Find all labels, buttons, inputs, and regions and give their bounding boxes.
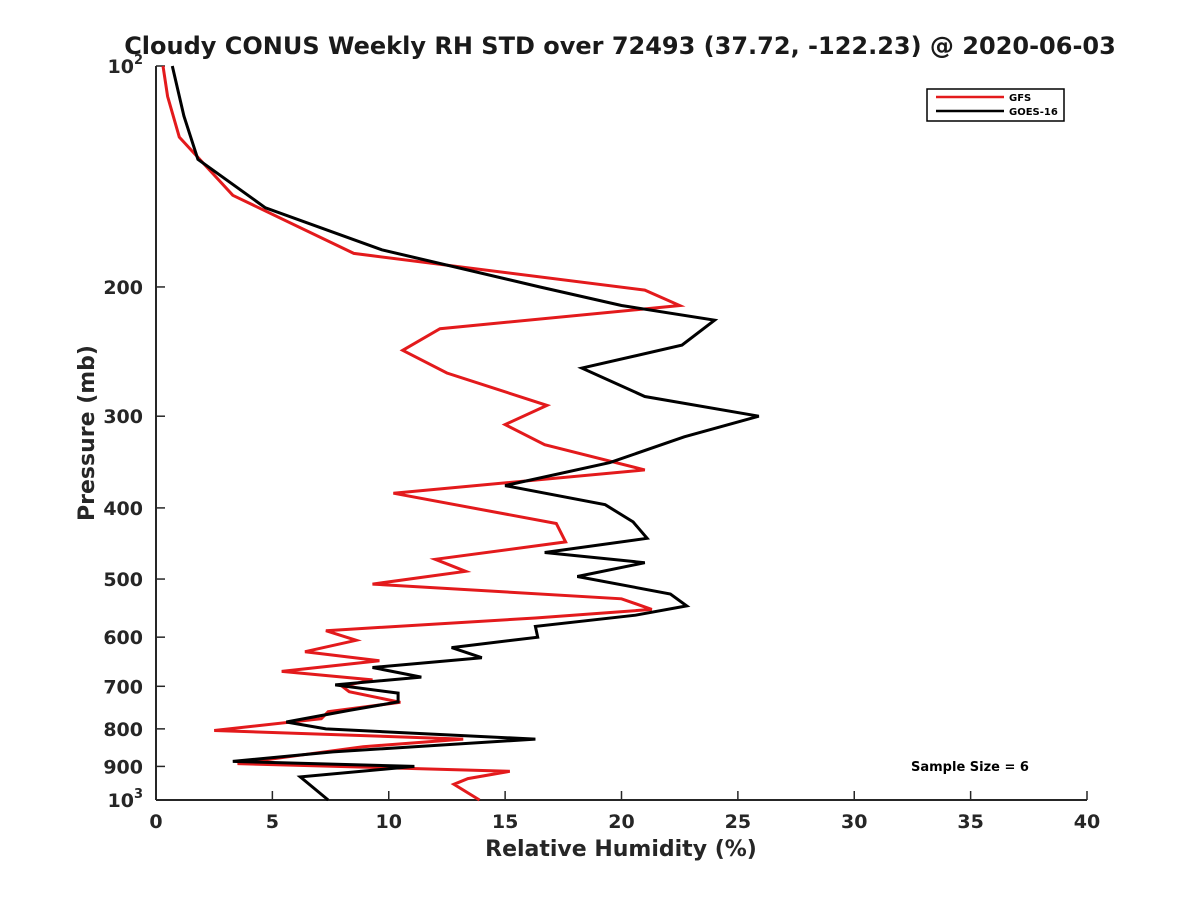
- x-axis-label: Relative Humidity (%): [485, 837, 757, 862]
- y-tick-label-exponent: 3: [134, 787, 143, 802]
- x-tick-label: 10: [376, 811, 402, 833]
- legend-label-gfs: GFS: [1009, 93, 1031, 104]
- y-tick-label: 500: [103, 569, 143, 591]
- x-tick-label: 25: [725, 811, 751, 833]
- legend-box: [926, 88, 1065, 122]
- y-axis-label: Pressure (mb): [75, 345, 100, 521]
- series-line-gfs: [161, 65, 686, 802]
- x-tick-label: 5: [266, 811, 279, 833]
- y-tick-label: 800: [103, 719, 143, 741]
- y-tick-label: 300: [103, 406, 143, 428]
- series-layer: [161, 65, 760, 802]
- x-axis-ticks: 0 5 10 15 20 25 30 35 40: [149, 791, 1100, 833]
- y-tick-label: 600: [103, 627, 143, 649]
- sample-size-annotation: Sample Size = 6: [911, 760, 1029, 775]
- y-tick-label: 200: [103, 277, 143, 299]
- y-tick-label-base: 10: [108, 56, 134, 78]
- x-tick-label: 0: [149, 811, 162, 833]
- chart-title: Cloudy CONUS Weekly RH STD over 72493 (3…: [124, 32, 1116, 60]
- y-tick-label: 900: [103, 756, 143, 778]
- y-tick-label: 700: [103, 676, 143, 698]
- x-tick-label: 30: [841, 811, 867, 833]
- y-tick-label: 103: [108, 787, 144, 812]
- x-tick-label: 20: [608, 811, 634, 833]
- y-tick-label-exponent: 2: [134, 53, 143, 68]
- series-line-goes-16: [170, 65, 760, 802]
- legend: GFS GOES-16: [926, 88, 1065, 122]
- y-tick-label: 400: [103, 498, 143, 520]
- x-tick-label: 40: [1074, 811, 1100, 833]
- legend-label-goes-16: GOES-16: [1009, 107, 1058, 118]
- y-tick-label-base: 10: [108, 790, 134, 812]
- x-tick-label: 35: [957, 811, 983, 833]
- y-tick-label: 102: [108, 53, 144, 78]
- x-tick-label: 15: [492, 811, 518, 833]
